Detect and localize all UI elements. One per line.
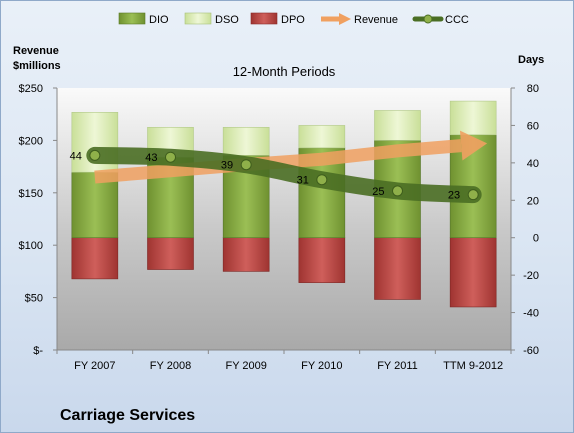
bar-dso [222,127,270,156]
legend-swatch-dpo [250,12,278,25]
ccc-point [89,149,101,161]
revenue-series [94,130,488,184]
company-name: Carriage Services [60,407,195,424]
bar-dpo [222,237,270,272]
bar-dpo [147,237,194,270]
legend-label-revenue: Revenue [354,14,398,26]
right-axis-title: Days [518,54,544,66]
right-axis-tick-label: -40 [523,308,539,320]
x-axis-tick-label: FY 2007 [74,360,115,372]
x-axis-tick-label: FY 2009 [225,360,266,372]
right-axis-tick-label: 0 [533,233,539,245]
left-axis-tick-label: $100 [19,240,43,252]
ccc-line [86,146,482,204]
right-axis-tick-label: 40 [527,158,539,170]
legend-label-dso: DSO [215,14,239,26]
ccc-data-label: 44 [70,150,82,162]
legend-label-ccc: CCC [445,14,469,26]
left-axis-tick-label: $50 [25,293,43,305]
ccc-point [392,185,403,197]
x-axis-tick-label: TTM 9-2012 [443,360,503,372]
legend: DIO DSO DPO Revenue CCC [118,12,469,26]
x-axis-tick-label: FY 2011 [377,360,418,372]
right-axis-tick-label: 20 [527,195,539,207]
ccc-data-label: 25 [372,186,384,198]
ccc-point [316,174,328,186]
bar-dpo [374,237,421,300]
bar-dso [449,100,497,136]
bar-dso [374,110,421,141]
revenue-line [94,139,462,184]
right-axis-tick-label: -20 [523,270,539,282]
axes-group: $- $50 $100 $150 $200 $250 -60 -40 -20 0 20 40 60 80 F… [19,83,539,372]
bar-dpo [298,237,346,283]
x-axis-tick-label: FY 2008 [150,360,191,372]
chart-title: 12-Month Periods [233,64,336,79]
legend-arrowhead-revenue [339,13,351,25]
legend-label-dpo: DPO [281,14,305,26]
ccc-point [467,189,479,201]
legend-label-dio: DIO [149,14,169,26]
ccc-point [240,159,252,171]
legend-swatch-dio [118,12,146,25]
x-axis-tick-label: FY 2010 [301,360,342,372]
right-axis-tick-label: -60 [523,345,539,357]
left-axis-title-line2: $millions [13,60,61,72]
left-axis-tick-label: $200 [19,135,43,147]
right-axis-tick-label: 60 [527,120,539,132]
bar-dpo [449,237,497,308]
legend-swatch-dso [184,12,212,25]
ccc-data-label: 43 [145,152,157,164]
ccc-series: 44 43 39 31 25 23 [70,146,482,204]
left-axis-title-line1: Revenue [13,45,59,57]
bar-dso [298,125,346,149]
bar-dpo [71,237,119,280]
left-axis-tick-label: $- [33,345,43,357]
ccc-data-label: 39 [221,160,233,172]
left-axis-tick-label: $250 [19,83,43,95]
ccc-data-label: 31 [297,175,309,187]
ccc-data-label: 23 [448,190,460,202]
plot-area [57,88,511,350]
revenue-arrowhead [459,130,488,161]
legend-marker-ccc [423,14,433,24]
left-axis-tick-label: $150 [19,188,43,200]
ccc-point [165,151,176,163]
right-axis-tick-label: 80 [527,83,539,95]
